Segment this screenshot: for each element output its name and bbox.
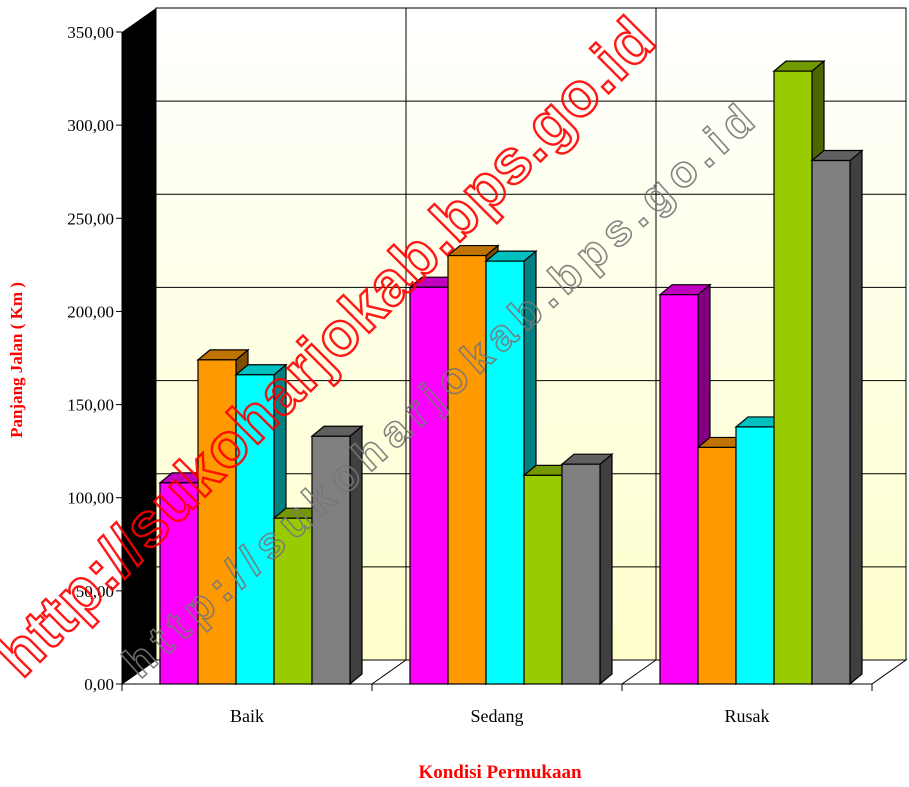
bar-front xyxy=(197,359,237,685)
floor-divider xyxy=(621,659,657,685)
x-axis-title: Kondisi Permukaan xyxy=(418,762,582,782)
bar-front xyxy=(159,482,199,685)
bar-front xyxy=(811,159,851,685)
floor-divider xyxy=(371,659,407,685)
y-tick-label: 300,00 xyxy=(67,116,114,135)
x-tick-label: Rusak xyxy=(725,706,770,726)
bar-front xyxy=(485,260,525,685)
bar-front xyxy=(523,474,563,685)
bar-front xyxy=(659,294,699,685)
category-labels: Baik Sedang Rusak xyxy=(230,706,770,726)
bars xyxy=(158,59,864,686)
y-tick-label: 350,00 xyxy=(67,23,114,42)
y-tick-label: 50,00 xyxy=(76,582,114,601)
side-wall xyxy=(122,8,156,684)
x-tick-label: Baik xyxy=(230,706,264,726)
y-tick-label: 200,00 xyxy=(67,302,114,321)
bar xyxy=(560,452,614,686)
bar xyxy=(810,149,864,686)
x-tick-label: Sedang xyxy=(471,706,524,726)
y-axis-title: Panjang Jalan ( Km ) xyxy=(7,282,26,438)
tick-labels: 0,00 50,00 100,00 150,00 200,00 250,00 300,00 3… xyxy=(67,23,114,694)
bar-front xyxy=(447,254,487,685)
y-tick-label: 150,00 xyxy=(67,396,114,415)
y-tick-label: 0,00 xyxy=(84,675,114,694)
bar-side xyxy=(599,452,613,686)
y-tick-label: 100,00 xyxy=(67,489,114,508)
y-tick-label: 250,00 xyxy=(67,209,114,228)
bar-side xyxy=(849,149,863,686)
bar xyxy=(310,424,364,686)
bar-side xyxy=(349,424,363,686)
bar-front xyxy=(311,435,351,685)
bar-front xyxy=(735,426,775,685)
bar-front xyxy=(235,374,275,685)
bar-front xyxy=(409,286,449,685)
bar-front xyxy=(561,463,601,685)
bar-front xyxy=(773,70,813,685)
bar-front xyxy=(697,446,737,685)
